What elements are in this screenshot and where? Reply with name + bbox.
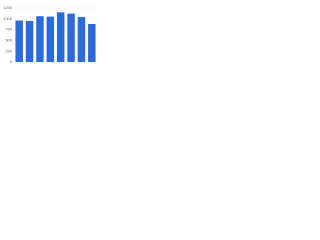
bar [46, 16, 55, 62]
bar [77, 17, 86, 63]
y-tick-label: 0 [10, 59, 13, 64]
bar [36, 16, 44, 62]
y-tick-label: 500 [5, 37, 12, 42]
bar [15, 20, 23, 62]
bar [88, 23, 96, 62]
y-tick-label: 250 [5, 48, 12, 53]
bar [25, 20, 34, 62]
bar [67, 13, 75, 62]
y-tick-label: 750 [5, 27, 12, 32]
chart: 0 250 500 750 1000 1250 [3, 5, 97, 64]
bar [56, 12, 65, 62]
y-tick-label: 1000 [3, 16, 13, 21]
y-tick-label: 1250 [3, 5, 13, 10]
